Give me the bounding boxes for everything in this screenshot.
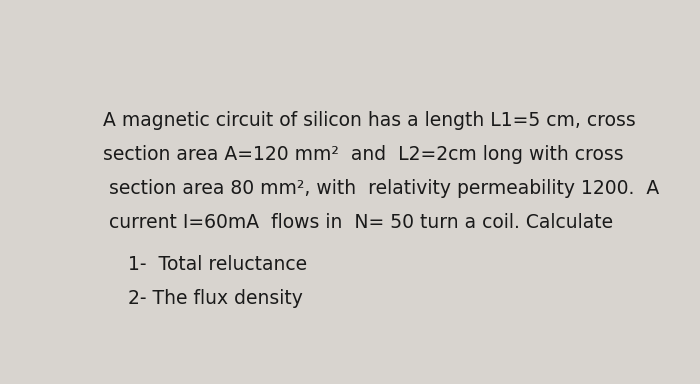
Text: section area 80 mm², with  relativity permeability 1200.  A: section area 80 mm², with relativity per…	[103, 179, 659, 198]
Text: section area A=120 mm²  and  L2=2cm long with cross: section area A=120 mm² and L2=2cm long w…	[103, 145, 623, 164]
Text: 2- The flux density: 2- The flux density	[128, 288, 303, 308]
Text: A magnetic circuit of silicon has a length L1=5 cm, cross: A magnetic circuit of silicon has a leng…	[103, 111, 636, 130]
Text: 1-  Total reluctance: 1- Total reluctance	[128, 255, 307, 273]
Text: current I=60mA  flows in  N= 50 turn a coil. Calculate: current I=60mA flows in N= 50 turn a coi…	[103, 213, 612, 232]
